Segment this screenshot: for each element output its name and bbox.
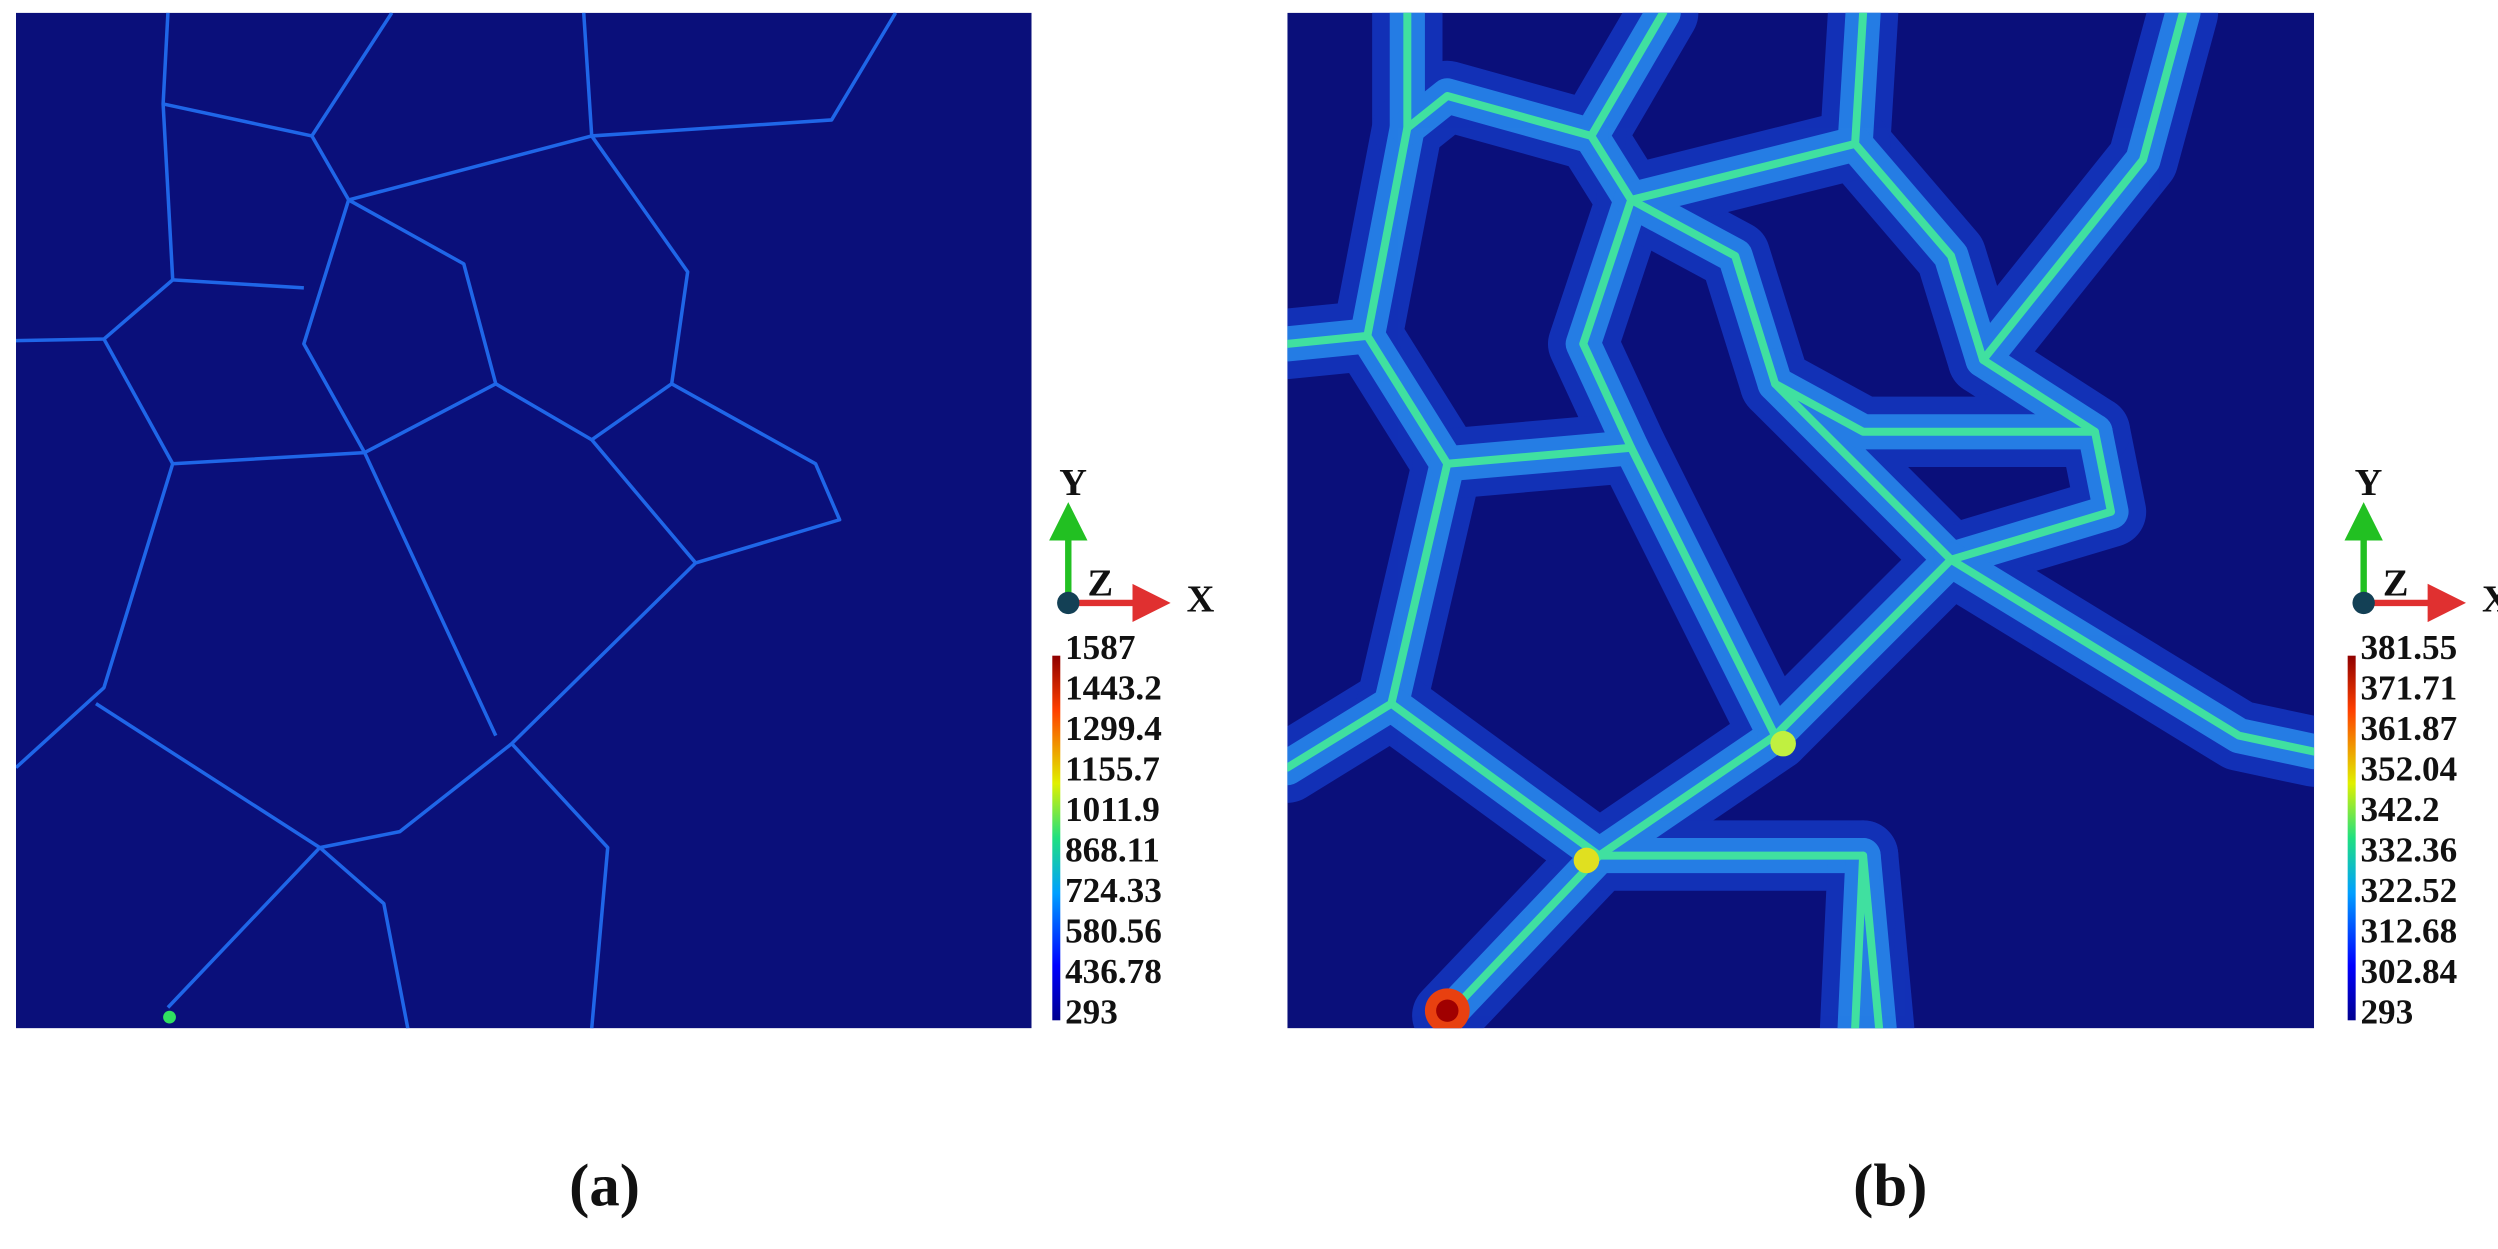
caption: (b) [1853,1152,1927,1219]
grain-boundary [1947,555,2315,756]
colorbar-label: 302.84 [2360,952,2457,991]
z-axis [1057,591,1080,615]
colorbar-label: 322.52 [2360,871,2457,910]
grain-boundary [1403,91,1596,140]
colorbar-label: 724.33 [1065,871,1162,910]
colorbar-label: 1299.4 [1065,709,1162,748]
axis-label-z: Z [1087,563,1113,605]
colorbar-a [1052,655,1061,1021]
axis-label-x: X [2482,579,2498,621]
colorbar-label: 1587 [1065,628,1135,667]
grain-boundary [1627,139,1860,204]
colorbar-label: 381.55 [2360,628,2457,667]
grain-boundary [1387,699,1604,860]
colorbar-b [2347,655,2356,1021]
axis-label-y: Y [2355,462,2383,504]
colorbar-label: 580.56 [1065,912,1162,951]
colorbar-label: 1155.7 [1065,750,1160,789]
grain-boundary [1287,331,1372,348]
grain-boundary [1443,12,1780,1020]
field-b [1287,12,2315,1029]
axis-label-z: Z [2383,563,2409,605]
colorbar-label: 293 [1065,993,1118,1032]
colorbar-label: 342.2 [2360,790,2439,829]
axis-label-y: Y [1059,462,1087,504]
colorbar-label: 868.11 [1065,831,1160,870]
grain-boundary [1443,443,1636,468]
grain-boundary [1771,379,2099,436]
grain-boundary [1287,12,1452,772]
z-axis [2352,591,2375,615]
colorbar-label: 371.71 [2360,668,2457,707]
colorbar-label: 332.36 [2360,831,2457,870]
colorbar-label: 1011.9 [1065,790,1160,829]
grain-boundary [1851,851,1868,1029]
colorbar-label: 312.68 [2360,912,2457,951]
colorbar-label: 361.87 [2360,709,2457,748]
colorbar-label: 352.04 [2360,750,2457,789]
caption: (a) [569,1152,640,1219]
grain-boundary [1979,12,2187,364]
field-a [15,12,1032,1029]
axis-label-x: X [1187,579,1215,621]
colorbar-label: 436.78 [1065,952,1162,991]
colorbar-label: 1443.2 [1065,668,1162,707]
colorbar-label: 293 [2360,993,2413,1032]
